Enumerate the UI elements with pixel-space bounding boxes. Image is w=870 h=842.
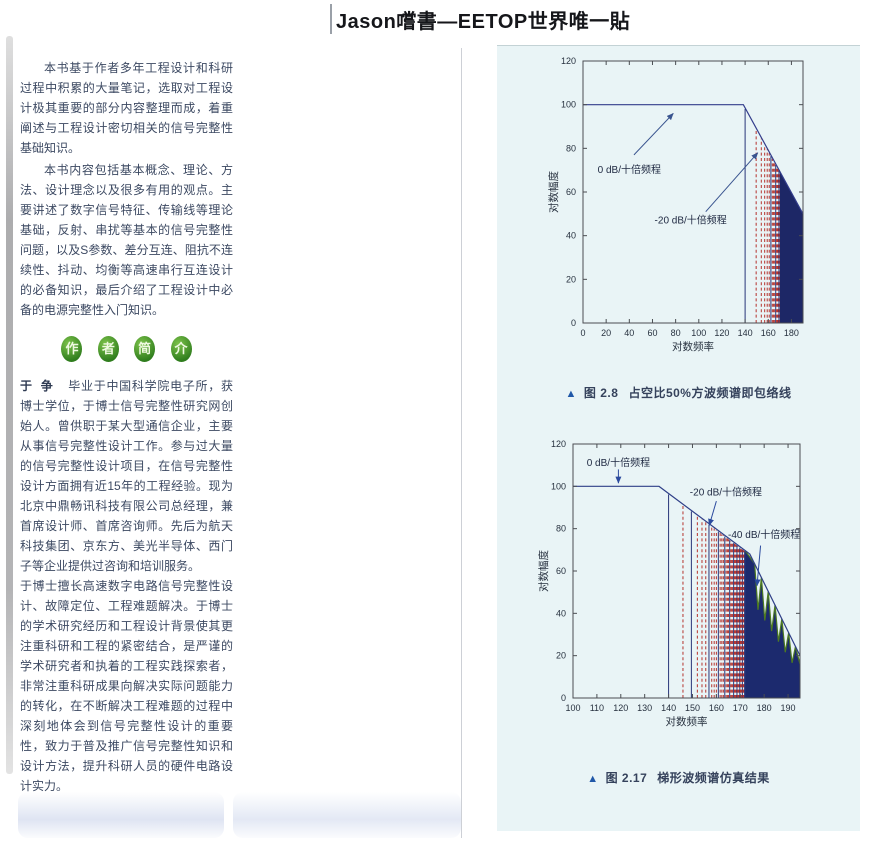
intro-column: 本书基于作者多年工程设计和科研过程中积累的大量笔记，选取对工程设计极其重要的部分… xyxy=(20,58,233,796)
figure-2-17-caption: ▲ 图 2.17 梯形波频谱仿真结果 xyxy=(497,769,860,786)
author-badge-char-1: 作 xyxy=(61,336,83,362)
figure-2-8-caption: ▲ 图 2.8 占空比50%方波频谱即包络线 xyxy=(497,384,860,401)
author-badge-char-2: 者 xyxy=(97,336,119,362)
svg-text:40: 40 xyxy=(566,231,576,241)
figure-caption-title: 梯形波频谱仿真结果 xyxy=(657,771,770,785)
svg-text:20: 20 xyxy=(601,328,611,338)
svg-text:140: 140 xyxy=(661,703,676,713)
svg-text:120: 120 xyxy=(551,439,566,449)
page-gutter-line xyxy=(461,48,462,838)
svg-text:-20 dB/十倍频程: -20 dB/十倍频程 xyxy=(655,213,727,226)
svg-text:40: 40 xyxy=(624,328,634,338)
svg-text:170: 170 xyxy=(733,703,748,713)
figure-caption-label: 图 2.8 xyxy=(583,386,619,400)
author-bio-text: 毕业于中国科学院电子所，获博士学位，于博士信号完整性研究网创始人。曾供职于某大型… xyxy=(20,379,233,573)
svg-text:100: 100 xyxy=(691,328,706,338)
svg-text:150: 150 xyxy=(685,703,700,713)
caption-triangle-icon: ▲ xyxy=(565,388,577,400)
svg-text:80: 80 xyxy=(671,328,681,338)
watermark-header: Jason嚐書—EETOP世界唯一貼 xyxy=(330,4,630,34)
svg-text:160: 160 xyxy=(709,703,724,713)
book-intro-paragraph-2: 本书内容包括基本概念、理论、方法、设计理念以及很多有用的观点。主要讲述了数字信号… xyxy=(20,163,233,317)
svg-text:60: 60 xyxy=(556,566,566,576)
figure-caption-label: 图 2.17 xyxy=(605,771,648,785)
book-intro-paragraph-1: 本书基于作者多年工程设计和科研过程中积累的大量笔记，选取对工程设计极其重要的部分… xyxy=(20,61,233,155)
svg-text:80: 80 xyxy=(556,524,566,534)
svg-text:160: 160 xyxy=(761,328,776,338)
svg-text:60: 60 xyxy=(566,187,576,197)
svg-text:20: 20 xyxy=(566,274,576,284)
svg-text:80: 80 xyxy=(566,143,576,153)
author-badge-char-4: 介 xyxy=(170,336,192,362)
svg-text:110: 110 xyxy=(590,703,604,713)
svg-text:100: 100 xyxy=(565,703,580,713)
svg-text:0 dB/十倍频程: 0 dB/十倍频程 xyxy=(587,456,650,469)
svg-text:100: 100 xyxy=(551,481,566,491)
figure-2-17-chart: 100 110 120 130 140 150 160 170 180 190 0 20 40 60 80 1… xyxy=(537,439,801,728)
svg-text:140: 140 xyxy=(738,328,753,338)
svg-text:0: 0 xyxy=(571,318,576,328)
svg-text:对数频率: 对数频率 xyxy=(666,715,708,728)
author-badge-char-3: 简 xyxy=(134,336,156,362)
svg-text:120: 120 xyxy=(714,328,729,338)
svg-text:120: 120 xyxy=(561,56,576,66)
watermark-title: Jason嚐書—EETOP世界唯一貼 xyxy=(336,10,631,33)
svg-text:180: 180 xyxy=(784,328,799,338)
svg-text:100: 100 xyxy=(561,100,576,110)
figure-caption-title: 占空比50%方波频谱即包络线 xyxy=(628,386,792,400)
figure-2-8-chart: 0 20 40 60 80 100 120 140 160 180020406080100120对… xyxy=(547,56,804,353)
author-bio-paragraph-1: 于 争 毕业于中国科学院电子所，获博士学位，于博士信号完整性研究网创始人。曾供职… xyxy=(20,376,233,576)
svg-text:120: 120 xyxy=(613,703,628,713)
page-edge-shadow xyxy=(6,36,13,774)
svg-text:0: 0 xyxy=(561,693,566,703)
bottom-scan-smudge-right xyxy=(233,792,461,838)
svg-text:180: 180 xyxy=(757,703,772,713)
svg-text:60: 60 xyxy=(647,328,657,338)
figures-panel: 0 20 40 60 80 100 120 140 160 180 0 20 40 60 80 100 120 对… xyxy=(497,45,860,831)
svg-text:190: 190 xyxy=(781,703,796,713)
svg-text:对数幅度: 对数幅度 xyxy=(537,550,550,592)
svg-text:130: 130 xyxy=(637,703,652,713)
svg-text:20: 20 xyxy=(556,651,566,661)
svg-text:40: 40 xyxy=(556,608,566,618)
svg-text:-40 dB/十倍频程: -40 dB/十倍频程 xyxy=(728,528,800,541)
svg-text:对数幅度: 对数幅度 xyxy=(547,171,560,213)
watermark-divider-bar xyxy=(330,4,332,34)
author-name: 于 争 xyxy=(20,379,56,393)
svg-text:0: 0 xyxy=(580,328,585,338)
bottom-scan-smudge-left xyxy=(18,792,224,838)
caption-triangle-icon: ▲ xyxy=(587,773,599,785)
author-bio-paragraph-2: 于博士擅长高速数字电路信号完整性设计、故障定位、工程难题解决。于博士的学术研究经… xyxy=(20,579,233,793)
svg-text:-20 dB/十倍频程: -20 dB/十倍频程 xyxy=(690,486,762,499)
svg-text:0 dB/十倍频程: 0 dB/十倍频程 xyxy=(598,163,661,176)
svg-text:对数频率: 对数频率 xyxy=(672,340,714,353)
author-badge-row: 作 者 简 介 xyxy=(20,336,233,362)
